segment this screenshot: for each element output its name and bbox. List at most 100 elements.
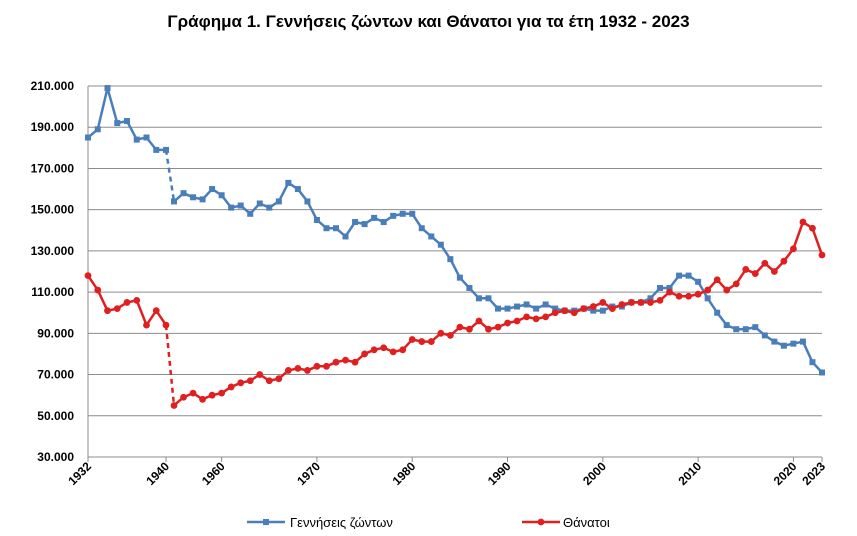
data-point bbox=[790, 340, 797, 347]
data-point bbox=[256, 371, 264, 378]
data-point bbox=[456, 274, 463, 281]
legend-label: Θάνατοι bbox=[563, 515, 610, 530]
y-tick-label: 70.000 bbox=[37, 368, 74, 382]
data-point bbox=[771, 338, 778, 345]
data-point bbox=[304, 367, 311, 374]
data-point bbox=[504, 319, 511, 327]
x-axis-tick-labels: 1932 1940 1960 1970 1980 1990 2000 2010 2020 2023 bbox=[65, 459, 828, 488]
data-point bbox=[409, 210, 416, 217]
legend-item-births: Γεννήσεις ζώντων bbox=[247, 515, 393, 530]
gridlines bbox=[88, 85, 822, 458]
data-point bbox=[580, 305, 588, 312]
data-point bbox=[780, 257, 788, 265]
data-point bbox=[294, 364, 302, 372]
data-point bbox=[809, 359, 816, 366]
data-point bbox=[723, 322, 730, 329]
data-point bbox=[533, 305, 540, 312]
data-point bbox=[799, 218, 807, 226]
data-point bbox=[180, 393, 187, 401]
data-point bbox=[370, 346, 378, 354]
data-point bbox=[685, 292, 692, 300]
data-point bbox=[199, 196, 206, 203]
data-point bbox=[437, 241, 444, 248]
data-point bbox=[114, 120, 121, 127]
legend-item-deaths: Θάνατοι bbox=[522, 515, 610, 530]
data-point bbox=[163, 146, 169, 153]
data-point bbox=[780, 342, 787, 349]
data-point bbox=[284, 367, 292, 374]
y-tick-label: 30.000 bbox=[37, 450, 74, 464]
data-point bbox=[704, 286, 712, 294]
data-point bbox=[143, 134, 150, 141]
data-point bbox=[647, 299, 654, 306]
data-point bbox=[523, 313, 530, 321]
data-point bbox=[799, 338, 806, 345]
data-point bbox=[352, 219, 359, 226]
data-point bbox=[637, 299, 645, 306]
data-point bbox=[589, 303, 597, 310]
data-point bbox=[456, 323, 464, 331]
data-point bbox=[466, 284, 473, 291]
y-axis-tick-labels: 210.000 190.000 170.000 150.000 130.000 110.0… bbox=[31, 79, 75, 464]
x-tick-label: 2023 bbox=[799, 459, 828, 488]
data-point bbox=[551, 309, 559, 317]
data-point bbox=[628, 299, 635, 306]
data-point bbox=[390, 212, 397, 219]
data-point bbox=[475, 295, 482, 302]
data-point bbox=[752, 324, 759, 331]
data-point bbox=[361, 350, 368, 358]
data-point bbox=[162, 321, 170, 329]
series-deaths bbox=[84, 218, 826, 409]
data-point bbox=[237, 379, 245, 387]
x-tick-label: 1970 bbox=[294, 459, 323, 488]
data-point bbox=[342, 356, 349, 364]
data-point bbox=[732, 280, 740, 288]
y-tick-label: 210.000 bbox=[31, 79, 75, 93]
data-point bbox=[542, 301, 549, 308]
data-point bbox=[494, 323, 502, 331]
data-point bbox=[84, 272, 92, 280]
data-point bbox=[504, 305, 511, 312]
data-point bbox=[294, 186, 301, 193]
data-point bbox=[389, 348, 397, 356]
series-gap-dashed-line bbox=[164, 324, 176, 406]
data-point bbox=[532, 315, 540, 323]
data-point bbox=[333, 225, 339, 232]
y-tick-label: 50.000 bbox=[37, 409, 74, 423]
data-point bbox=[380, 219, 387, 226]
data-point bbox=[542, 313, 550, 321]
data-point bbox=[437, 329, 445, 337]
data-point bbox=[446, 331, 454, 339]
series-births bbox=[85, 85, 825, 376]
axes bbox=[87, 86, 823, 462]
data-point bbox=[666, 284, 673, 291]
x-tick-label: 2010 bbox=[675, 459, 704, 488]
data-point bbox=[285, 179, 292, 186]
data-point bbox=[218, 389, 226, 397]
data-point bbox=[418, 338, 426, 345]
data-point bbox=[199, 395, 206, 403]
data-point bbox=[237, 202, 244, 209]
x-tick-label: 2020 bbox=[771, 459, 800, 488]
data-point bbox=[246, 377, 254, 385]
data-point bbox=[265, 377, 273, 385]
data-point bbox=[733, 326, 740, 333]
data-point bbox=[94, 286, 102, 294]
data-point bbox=[599, 299, 607, 306]
data-point bbox=[761, 259, 769, 267]
data-point bbox=[361, 221, 368, 228]
data-point bbox=[323, 362, 330, 370]
data-point bbox=[323, 225, 330, 232]
data-point bbox=[513, 317, 521, 325]
y-tick-label: 150.000 bbox=[31, 203, 75, 217]
x-tick-label: 2000 bbox=[580, 459, 609, 488]
data-point bbox=[113, 305, 121, 312]
data-point bbox=[428, 233, 435, 240]
data-point bbox=[247, 210, 254, 217]
data-point bbox=[304, 198, 311, 205]
data-point bbox=[590, 307, 597, 314]
data-point bbox=[695, 278, 702, 285]
data-point bbox=[371, 214, 378, 221]
data-point bbox=[143, 321, 150, 329]
data-point bbox=[485, 325, 492, 333]
